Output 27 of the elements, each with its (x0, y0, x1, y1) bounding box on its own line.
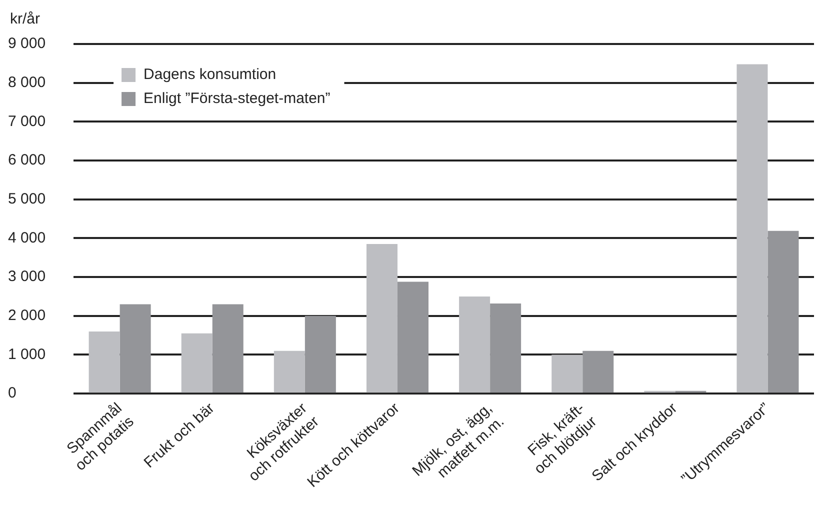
bar (304, 316, 336, 393)
bar (490, 303, 522, 393)
y-tick-label: 8 000 (8, 74, 46, 91)
bar (181, 333, 212, 393)
y-tick-label: 4 000 (8, 229, 46, 246)
bar (366, 244, 398, 393)
y-tick-label: 6 000 (8, 152, 46, 169)
y-tick-label: 2 000 (8, 307, 46, 324)
bar (552, 354, 583, 393)
bar (274, 350, 305, 393)
y-tick-label: 0 (8, 384, 16, 402)
bar (212, 304, 244, 393)
bar (397, 282, 428, 393)
y-axis-title: kr/år (10, 10, 40, 28)
legend-label: Enligt ”Första-steget-maten” (144, 90, 330, 108)
y-tick-label: 7 000 (8, 112, 46, 130)
bar (736, 64, 768, 393)
bar (88, 331, 120, 393)
bar (582, 350, 614, 393)
y-tick-label: 1 000 (8, 346, 46, 363)
bar (120, 304, 151, 393)
bar (768, 230, 799, 393)
legend-label: Dagens konsumtion (144, 66, 276, 84)
y-tick-label: 3 000 (8, 268, 46, 286)
y-tick-label: 5 000 (8, 190, 46, 208)
y-tick-label: 9 000 (8, 35, 46, 52)
bar (459, 296, 490, 393)
